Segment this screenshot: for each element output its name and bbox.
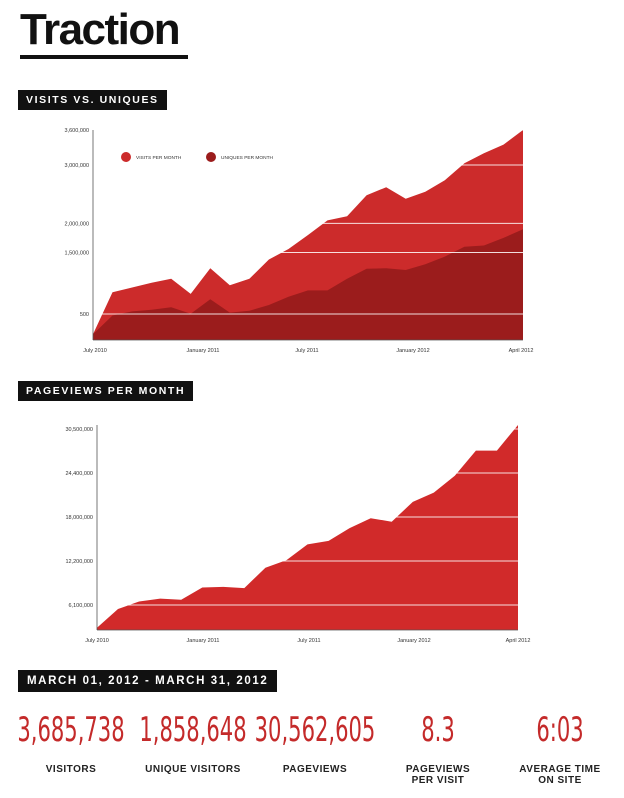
page-title: Traction: [20, 5, 181, 54]
visits-section-label: VISITS VS. UNIQUES: [18, 90, 167, 110]
visits-vs-uniques-chart: 500 1,500,000 2,000,000 3,000,000 3,600,000 J…: [65, 128, 534, 354]
x-tick-label: January 2011: [187, 348, 220, 354]
legend-label: UNIQUES PER MONTH: [221, 155, 274, 161]
x-tick-label: January 2011: [187, 638, 220, 644]
y-tick-label: 1,500,000: [65, 251, 89, 257]
stat-value: 8.3: [421, 710, 455, 750]
y-tick-label: 2,000,000: [65, 221, 89, 227]
stat-label: VISITORS: [45, 764, 97, 775]
x-tick-label: July 2010: [83, 348, 107, 354]
y-tick-label: 6,100,000: [69, 603, 93, 609]
y-tick-label: 3,600,000: [65, 128, 89, 134]
x-tick-label: January 2012: [396, 348, 429, 354]
y-tick-label: 18,000,000: [65, 515, 93, 521]
y-tick-label: 12,200,000: [65, 559, 93, 565]
x-tick-label: July 2011: [297, 638, 320, 644]
legend-swatch: [121, 152, 131, 162]
stat-value: 1,858,648: [139, 710, 247, 750]
y-tick-label: 3,000,000: [65, 163, 89, 169]
stat-value: 3,685,738: [17, 710, 125, 750]
stat-value: 30,562,605: [254, 710, 376, 750]
pageviews-section-label: PAGEVIEWS PER MONTH: [18, 381, 194, 401]
x-tick-label: January 2012: [397, 638, 430, 644]
y-tick-label: 500: [80, 312, 89, 318]
stat-label: PAGEVIEWS PER VISIT: [405, 764, 471, 786]
stat-label: UNIQUE VISITORS: [145, 764, 241, 775]
uniques-area: [93, 229, 523, 340]
x-tick-label: July 2011: [295, 348, 318, 354]
y-tick-label: 30,500,000: [65, 427, 93, 433]
x-tick-label: April 2012: [506, 638, 531, 644]
y-tick-label: 24,400,000: [65, 471, 93, 477]
pageviews-chart: 6,100,000 12,200,000 18,000,000 24,400,000 3…: [65, 425, 531, 644]
x-tick-label: July 2010: [85, 638, 109, 644]
stat-label: AVERAGE TIME ON SITE: [519, 764, 601, 786]
period-section-label: MARCH 01, 2012 - MARCH 31, 2012: [18, 670, 278, 692]
stat-label: PAGEVIEWS: [282, 764, 348, 775]
legend-label: VISITS PER MONTH: [136, 155, 182, 161]
pageviews-area: [97, 425, 518, 630]
stat-value: 6:03: [536, 710, 584, 750]
legend-swatch: [206, 152, 216, 162]
x-tick-label: April 2012: [509, 348, 534, 354]
title-underline: [20, 55, 188, 59]
